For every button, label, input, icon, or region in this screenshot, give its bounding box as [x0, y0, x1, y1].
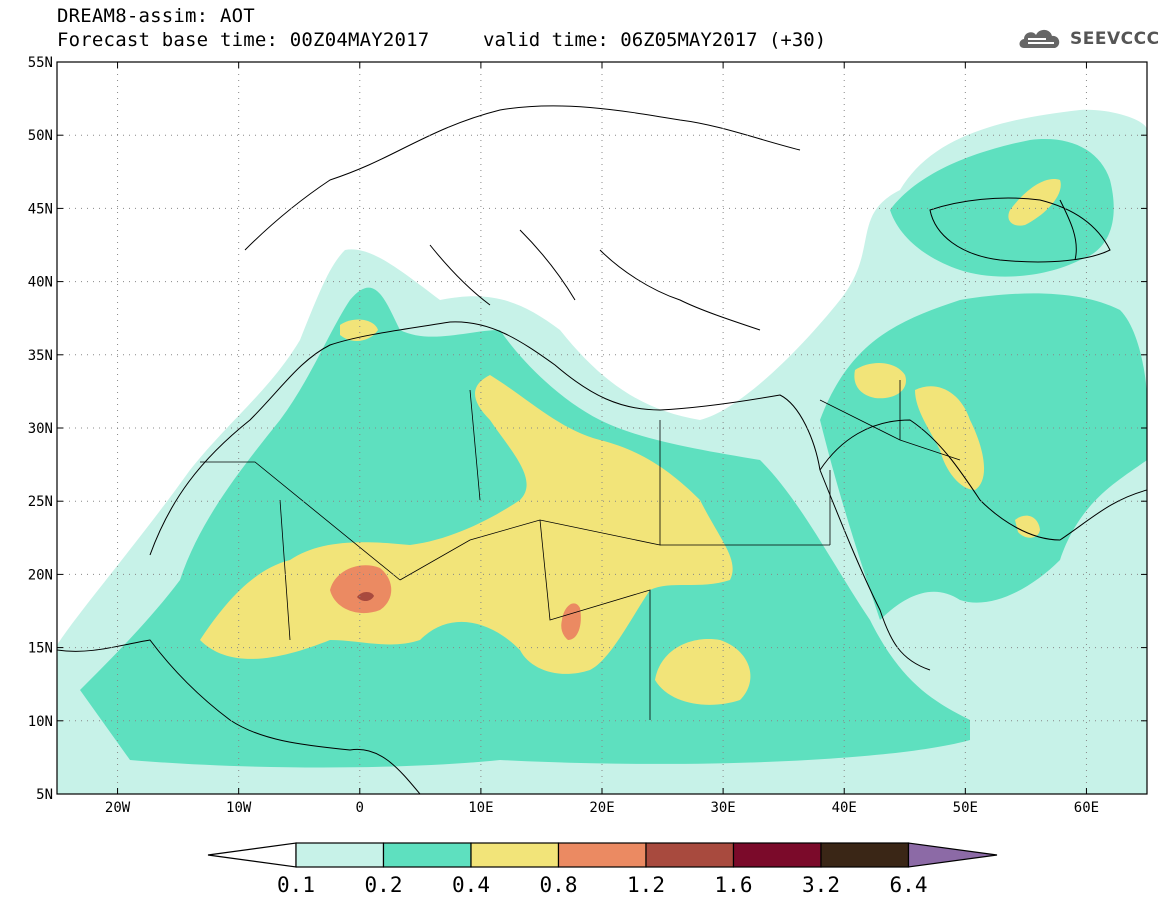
colorbar-label: 0.2 — [365, 873, 403, 897]
map-title: DREAM8-assim: AOT — [57, 5, 255, 27]
lat-tick-label: 35N — [28, 348, 53, 364]
colorbar-upper-triangle — [907, 842, 998, 868]
country-borders — [200, 380, 961, 720]
lat-tick-label: 5N — [36, 787, 53, 803]
colorbar-lower-triangle — [207, 842, 297, 868]
lon-tick-label: 0 — [356, 800, 364, 816]
aot-band-0.4-0.8 — [200, 179, 1061, 705]
seevccc-logo: SEEVCCC — [1016, 24, 1160, 54]
colorbar-segment — [557, 842, 647, 868]
colorbar-label: 0.1 — [277, 873, 315, 897]
lon-tick-label: 10W — [226, 800, 252, 816]
lat-lon-grid — [57, 62, 1147, 794]
lon-tick-label: 40E — [832, 800, 857, 816]
colorbar-label: 1.6 — [715, 873, 753, 897]
lon-tick-label: 50E — [953, 800, 978, 816]
aot-field — [57, 105, 1147, 794]
colorbar-segment — [820, 842, 910, 868]
lat-tick-label: 30N — [28, 421, 53, 437]
lat-tick-label: 15N — [28, 641, 53, 657]
colorbar-segment — [382, 842, 472, 868]
latitude-axis: 55N 50N 45N 40N 35N 30N 25N 20N 15N 10N 5N — [28, 55, 1147, 803]
lon-tick-label: 20E — [589, 800, 614, 816]
colorbar-segment — [295, 842, 385, 868]
lat-tick-label: 55N — [28, 55, 53, 71]
lat-tick-label: 20N — [28, 567, 53, 583]
lon-tick-label: 30E — [710, 800, 735, 816]
aot-band-1.2-1.6 — [357, 592, 374, 602]
colorbar-label: 6.4 — [890, 873, 928, 897]
lat-tick-label: 10N — [28, 714, 53, 730]
lat-tick-label: 50N — [28, 128, 53, 144]
colorbar: 0.1 0.2 0.4 0.8 1.2 1.6 3.2 6.4 — [207, 842, 998, 897]
colorbar-label: 0.4 — [452, 873, 490, 897]
longitude-axis: 20W 10W 0 10E 20E 30E 40E 50E 60E — [105, 62, 1099, 816]
lat-tick-label: 45N — [28, 201, 53, 217]
colorbar-segment — [645, 842, 735, 868]
colorbar-segment — [732, 842, 822, 868]
lat-tick-label: 25N — [28, 494, 53, 510]
colorbar-label: 0.8 — [540, 873, 578, 897]
lat-tick-label: 40N — [28, 275, 53, 291]
colorbar-segment — [470, 842, 560, 868]
logo-text: SEEVCCC — [1070, 29, 1160, 49]
valid-time: valid time: 06Z05MAY2017 (+30) — [483, 29, 827, 51]
forecast-base-time: Forecast base time: 00Z04MAY2017 — [57, 29, 430, 51]
coastlines — [57, 105, 1147, 794]
colorbar-label: 3.2 — [802, 873, 840, 897]
colorbar-label: 1.2 — [627, 873, 665, 897]
lon-tick-label: 60E — [1074, 800, 1099, 816]
lon-tick-label: 10E — [468, 800, 493, 816]
cloud-icon — [1019, 29, 1060, 48]
lon-tick-label: 20W — [105, 800, 131, 816]
